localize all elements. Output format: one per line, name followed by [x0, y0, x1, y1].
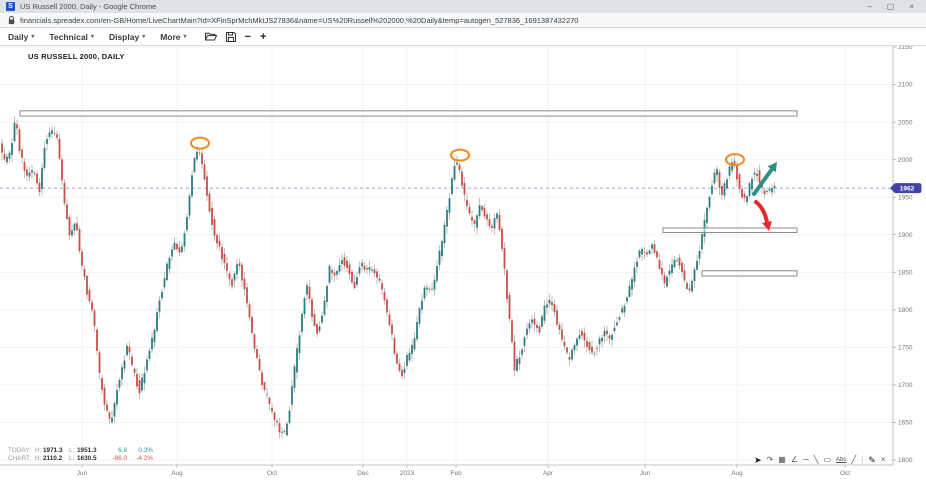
svg-text:2100: 2100 [898, 82, 913, 89]
chart-change-pct: -4.2% [136, 455, 153, 462]
trend-line-tool-icon[interactable]: ╲ [813, 455, 819, 464]
axes-tool-icon[interactable]: ∠ [790, 455, 798, 464]
svg-text:Aug: Aug [171, 470, 183, 477]
window-title: US Russell 2000, Daily - Google Chrome [20, 2, 157, 11]
rectangle-tool-icon[interactable]: ▭ [823, 455, 832, 464]
toolbar-separator: | [861, 455, 864, 464]
browser-titlebar: S US Russell 2000, Daily - Google Chrome… [0, 0, 926, 13]
restore-button[interactable]: ▢ [886, 2, 895, 11]
svg-text:1750: 1750 [898, 345, 913, 352]
svg-text:1700: 1700 [898, 382, 913, 389]
svg-text:1962: 1962 [900, 185, 915, 192]
svg-text:Aug: Aug [731, 470, 743, 477]
url-bar[interactable]: financials.spreadex.com/en-GB/Home/LiveC… [0, 13, 926, 28]
highlight-circle[interactable] [450, 148, 470, 162]
chevron-down-icon: ▾ [31, 34, 35, 40]
zoom-out-button[interactable]: − [244, 30, 251, 43]
zoom-in-button[interactable]: + [259, 30, 267, 43]
zone-box[interactable] [701, 270, 798, 277]
today-change: 6.8 [118, 447, 127, 454]
chart-high: 2110.2 [43, 455, 63, 462]
chevron-down-icon: ▾ [183, 34, 187, 40]
svg-text:Jun: Jun [77, 470, 88, 477]
time-axis-labels[interactable]: Jun Aug Oct Dec 2023 Feb Apr Jun Aug Oct [77, 465, 850, 477]
svg-text:Feb: Feb [450, 470, 462, 477]
open-folder-icon[interactable] [204, 32, 217, 41]
zone-box[interactable] [662, 227, 798, 233]
drawing-toolbar: ➤ ↷ ▦ ∠ ─ ╲ ▭ Abc ╱ | ✎ × [754, 454, 886, 466]
curved-arrow-tool-icon[interactable]: ↷ [766, 455, 774, 464]
menu-timeframe[interactable]: Daily ▾ [8, 31, 35, 42]
today-low: 1951.3 [77, 447, 97, 454]
text-tool-icon[interactable]: Abc [836, 457, 847, 463]
svg-text:1800: 1800 [898, 307, 913, 314]
slash-tool-icon[interactable]: ╱ [851, 455, 857, 464]
highlight-circle[interactable] [725, 153, 745, 167]
chart-title: US RUSSELL 2000, DAILY [28, 52, 125, 61]
svg-text:Oct: Oct [267, 470, 277, 477]
chart-stats-row: CHART: H: 2110.2 L: 1630.5 -86.0 -4.2% [8, 455, 153, 462]
svg-text:1650: 1650 [898, 420, 913, 427]
menu-display[interactable]: Display ▾ [108, 31, 146, 42]
svg-text:Oct: Oct [840, 470, 850, 477]
svg-text:Dec: Dec [357, 470, 369, 477]
highlight-circle[interactable] [190, 136, 210, 150]
svg-text:Jun: Jun [640, 470, 651, 477]
svg-text:2023: 2023 [400, 470, 415, 477]
svg-text:Apr: Apr [543, 470, 554, 477]
gridlines [0, 44, 893, 465]
grid-tool-icon[interactable]: ▦ [778, 455, 786, 464]
chart-menubar: Daily ▾ Technical ▾ Display ▾ More ▾ − + [0, 28, 926, 46]
current-price-badge: 1962 [890, 183, 922, 194]
candles [1, 116, 776, 439]
chart-low: 1630.5 [77, 455, 97, 462]
menu-technical[interactable]: Technical ▾ [49, 31, 94, 42]
today-high: 1971.3 [43, 447, 63, 454]
today-stats-row: TODAY: H: 1971.3 L: 1951.3 6.8 0.3% [8, 447, 153, 454]
save-icon[interactable] [225, 31, 236, 42]
session-stats: TODAY: H: 1971.3 L: 1951.3 6.8 0.3% CHAR… [8, 447, 153, 463]
chart-change: -86.0 [112, 455, 127, 462]
delete-tool-icon[interactable]: × [880, 455, 886, 464]
svg-text:1900: 1900 [898, 232, 913, 239]
horizontal-line-tool-icon[interactable]: ─ [802, 455, 809, 464]
svg-text:2150: 2150 [898, 44, 913, 51]
bullish-arrow[interactable] [752, 162, 777, 196]
price-axis-labels[interactable]: 2150 2100 2050 2000 1950 1900 1850 1800 1750 1700… [893, 44, 913, 464]
lock-icon [8, 15, 15, 25]
close-button[interactable]: × [909, 2, 914, 11]
svg-text:1600: 1600 [898, 457, 913, 464]
svg-text:2050: 2050 [898, 119, 913, 126]
pencil-tool-icon[interactable]: ✎ [868, 455, 876, 465]
minimize-button[interactable]: – [867, 2, 872, 11]
menu-more[interactable]: More ▾ [160, 31, 187, 42]
bearish-arrow[interactable] [754, 200, 772, 231]
site-favicon: S [6, 2, 15, 11]
zone-box[interactable] [19, 110, 798, 117]
url-text[interactable]: financials.spreadex.com/en-GB/Home/LiveC… [20, 15, 579, 25]
today-change-pct: 0.3% [138, 447, 153, 454]
svg-text:2000: 2000 [898, 157, 913, 164]
pointer-tool-icon[interactable]: ➤ [754, 455, 762, 465]
svg-text:1850: 1850 [898, 269, 913, 276]
chevron-down-icon: ▾ [90, 34, 94, 40]
svg-text:1950: 1950 [898, 194, 913, 201]
chevron-down-icon: ▾ [142, 34, 146, 40]
